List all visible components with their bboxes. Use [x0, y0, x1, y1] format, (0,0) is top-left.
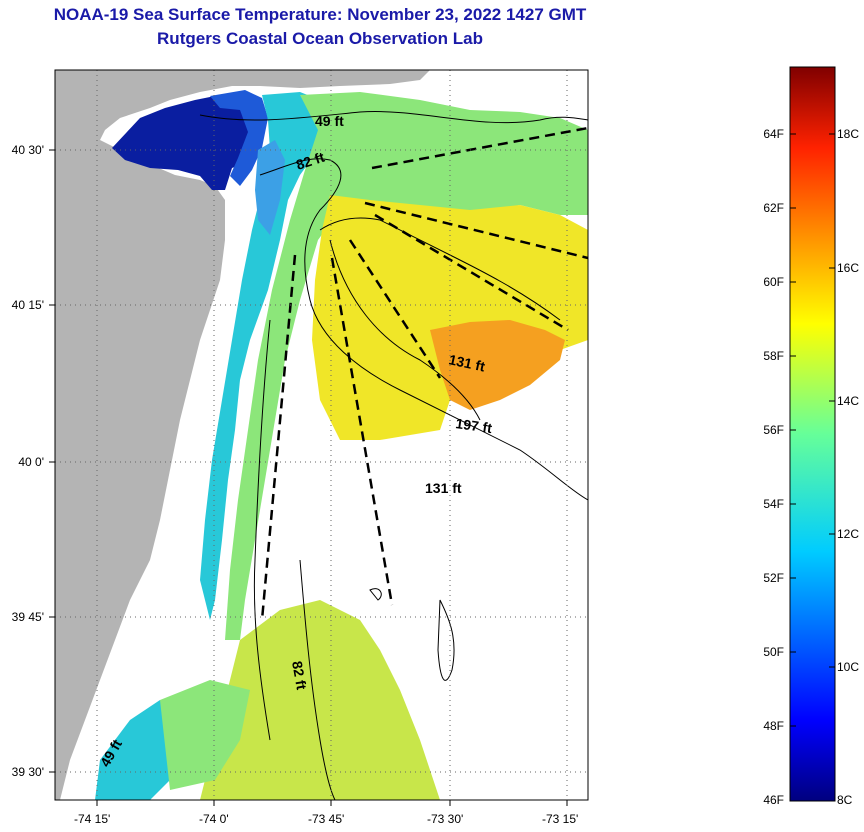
map-subtitle: Rutgers Coastal Ocean Observation Lab	[157, 29, 483, 48]
colorbar-c-14: 14C	[837, 394, 860, 408]
transect-line	[374, 213, 569, 332]
lat-label-40-00: 40 0'	[18, 455, 44, 469]
land-inlet	[92, 95, 108, 124]
sst-yellow-region	[312, 195, 588, 440]
isobath-label-131ft-south: 131 ft	[425, 480, 462, 496]
colorbar	[789, 66, 836, 802]
colorbar-ticks	[790, 133, 835, 727]
lat-label-40-15: 40 15'	[11, 298, 44, 312]
lon-label-73-45: -73 45'	[308, 812, 345, 826]
sst-south-region	[200, 600, 440, 800]
colorbar-f-46: 46F	[763, 793, 784, 807]
colorbar-f-58: 58F	[763, 349, 784, 363]
lat-label-39-30: 39 30'	[11, 765, 44, 779]
colorbar-c-10: 10C	[837, 660, 860, 674]
colorbar-f-64: 64F	[763, 127, 784, 141]
isobath-line	[319, 217, 561, 321]
axis-ticks	[49, 149, 568, 806]
lat-label-39-45: 39 45'	[11, 610, 44, 624]
isobath-label-82ft-south: 82 ft	[289, 660, 310, 691]
isobath-line	[259, 158, 588, 501]
grid-lines	[55, 70, 588, 800]
colorbar-c-8: 8C	[837, 793, 853, 807]
colorbar-c-18: 18C	[837, 127, 860, 141]
isobath-label-131ft-offshore: 131 ft	[447, 351, 486, 374]
sst-blue-patch	[210, 90, 268, 186]
colorbar-f-62: 62F	[763, 201, 784, 215]
transect-line	[330, 257, 394, 606]
sst-south-green	[160, 680, 250, 790]
land-long-island	[232, 70, 430, 88]
lon-label-73-15: -73 15'	[542, 812, 579, 826]
isobath-line	[253, 319, 271, 741]
lon-label-73-30: -73 30'	[427, 812, 464, 826]
sst-green-band	[225, 92, 588, 640]
isobath-contours	[199, 111, 588, 800]
map-title: NOAA-19 Sea Surface Temperature: Novembe…	[53, 5, 587, 24]
lon-label-74-00: -74 0'	[199, 812, 229, 826]
isobath-label-49ft-north: 49 ft	[315, 113, 344, 129]
transect-line	[260, 254, 297, 621]
colorbar-f-60: 60F	[763, 275, 784, 289]
map-frame	[54, 69, 589, 801]
colorbar-f-54: 54F	[763, 497, 784, 511]
colorbar-f-48: 48F	[763, 719, 784, 733]
transect-line	[364, 201, 588, 260]
isobath-line	[369, 588, 382, 601]
colorbar-f-52: 52F	[763, 571, 784, 585]
lon-label-74-15: -74 15'	[74, 812, 111, 826]
isobath-line	[199, 111, 588, 124]
land-new-jersey	[55, 70, 232, 800]
colorbar-f-56: 56F	[763, 423, 784, 437]
sst-lightblue-band	[255, 140, 285, 235]
lat-label-40-30: 40 30'	[11, 143, 44, 157]
colorbar-c-12: 12C	[837, 527, 860, 541]
colorbar-c-16: 16C	[837, 261, 860, 275]
transect-line	[371, 126, 588, 170]
colorbar-f-50: 50F	[763, 645, 784, 659]
isobath-line	[329, 239, 481, 421]
isobath-label-197ft: 197 ft	[455, 415, 494, 436]
sst-cold-patch	[112, 94, 265, 190]
transect-lines	[260, 126, 588, 621]
isobath-line	[437, 599, 455, 681]
sst-warm-core	[430, 320, 565, 410]
isobath-line	[299, 559, 336, 800]
transect-line	[348, 239, 442, 379]
map-content: 49 ft 82 ft 131 ft 197 ft 131 ft 82 ft 4…	[55, 70, 588, 800]
